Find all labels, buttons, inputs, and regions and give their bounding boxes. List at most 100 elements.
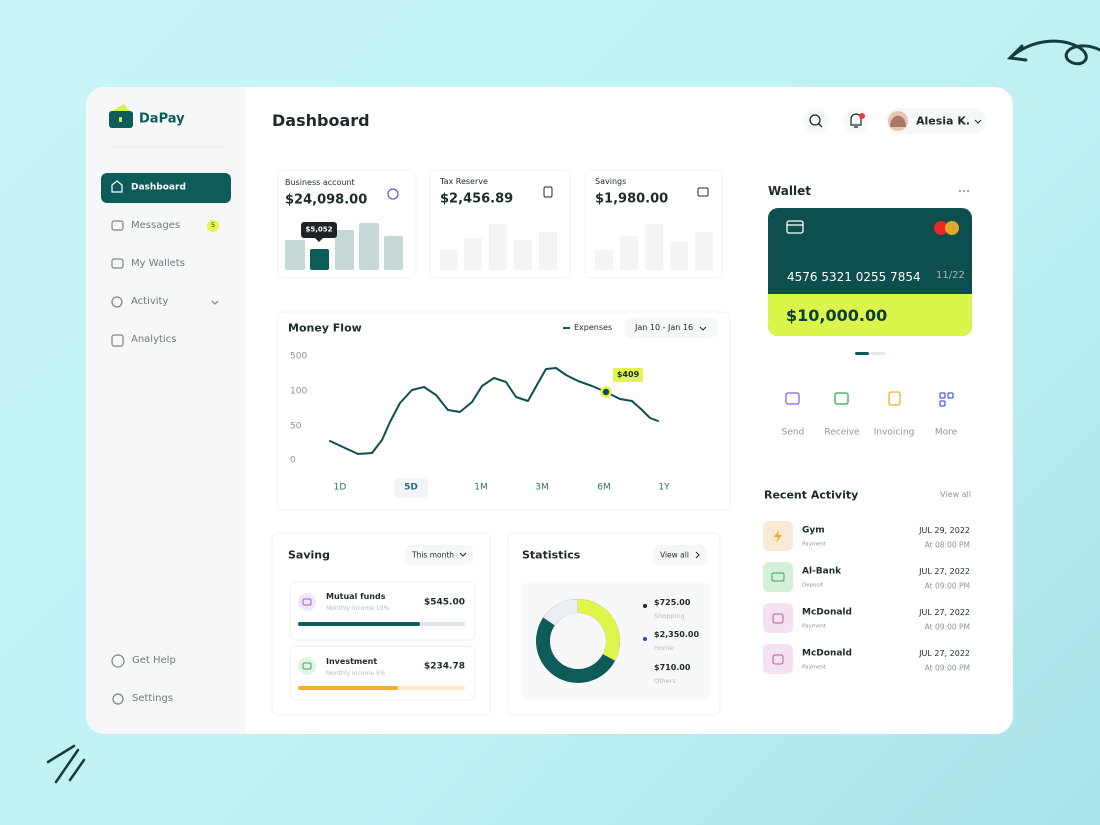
menu-dot [962, 189, 966, 193]
y-tick-label: 0 [290, 455, 296, 466]
icon-more[interactable] [939, 392, 946, 399]
period-button[interactable]: 6M [597, 482, 611, 493]
card-title: Statistics [522, 548, 581, 562]
card-expiry: 11/22 [936, 270, 965, 281]
activity-time: At 08:00 PM [924, 540, 970, 550]
period-button[interactable]: 3M [535, 482, 549, 493]
bar-shape [695, 232, 713, 270]
badge [207, 220, 219, 232]
nav-item[interactable]: My Wallets [131, 258, 185, 269]
saving-amount: $234.78 [424, 661, 465, 672]
view-all-pill[interactable] [653, 545, 707, 565]
saving-sub: Monthly income 5% [326, 670, 386, 677]
activity-type: Payment [802, 664, 827, 671]
icon-invest [302, 662, 312, 670]
period-active-bg[interactable] [394, 478, 428, 498]
progress-fill [298, 686, 398, 690]
user-name[interactable]: Alesia K. [916, 114, 971, 128]
activity-type: Payment [802, 623, 827, 630]
action-label[interactable]: Receive [824, 427, 860, 438]
legend-dot [643, 637, 647, 641]
action-label[interactable]: Send [781, 427, 805, 438]
activity-time: At 09:00 PM [924, 622, 970, 632]
saving-amount: $545.00 [424, 597, 465, 608]
bar-shape [595, 250, 613, 270]
date-range[interactable]: Jan 10 - Jan 16 [635, 323, 694, 332]
icon-bolt [774, 530, 782, 543]
icon-bell [850, 113, 862, 128]
progress-fill [298, 622, 420, 626]
range-pill[interactable] [625, 318, 717, 338]
icon-search-handle [818, 123, 823, 128]
mini-bars [285, 223, 403, 270]
card-balance: $10,000.00 [786, 306, 888, 325]
view-all[interactable]: View all [940, 490, 971, 499]
card-title: Saving [288, 548, 330, 562]
activity-name: Gym [802, 525, 825, 536]
nav-item[interactable]: Activity [131, 296, 169, 307]
action-label[interactable]: More [934, 427, 958, 438]
bar-shape [489, 224, 507, 270]
saving-name: Mutual funds [326, 592, 386, 601]
scribble-lines [46, 744, 86, 784]
nav-item[interactable]: Dashboard [131, 182, 186, 193]
user-menu[interactable] [886, 108, 986, 134]
filter-pill[interactable] [405, 545, 473, 565]
account-amount: $1,980.00 [595, 191, 669, 207]
bar-shape [645, 224, 663, 270]
scribble-arrow [1006, 44, 1028, 62]
search-button[interactable] [803, 108, 829, 134]
y-tick-label: 50 [290, 421, 302, 432]
icon-send[interactable] [785, 392, 800, 405]
scribble [1008, 39, 1100, 66]
icon-receive[interactable] [834, 392, 849, 405]
money-flow-card [276, 311, 731, 511]
card-number: 4576 5321 0255 7854 [787, 270, 921, 284]
icon-food [772, 654, 784, 665]
chevron [695, 551, 700, 559]
bar-tooltip: $5,052 [305, 225, 333, 234]
bar-shape [464, 238, 482, 270]
bar-shape [285, 240, 305, 270]
activity-name: McDonald [802, 607, 852, 618]
period-button[interactable]: 1M [474, 482, 488, 493]
menu-dot [966, 189, 970, 193]
notifications-button[interactable] [843, 108, 869, 134]
nav-item[interactable]: Get Help [132, 655, 176, 666]
mastercard-red [934, 221, 948, 235]
badge-count: 5 [211, 222, 215, 229]
pager-active[interactable] [855, 352, 869, 355]
period-button[interactable]: 1D [333, 482, 347, 493]
saving-name: Investment [326, 657, 378, 666]
pager[interactable] [871, 352, 885, 355]
nav-active-bg[interactable] [101, 173, 231, 203]
y-tick-label: 500 [290, 351, 308, 362]
menu-dot[interactable] [958, 189, 962, 193]
filter[interactable]: This month [412, 550, 455, 560]
chevron [974, 119, 982, 124]
donut-segment [536, 599, 620, 684]
nav-item[interactable]: Settings [132, 693, 174, 704]
line-tooltip: $409 [616, 370, 640, 379]
activity-name: McDonald [802, 648, 852, 659]
icon-invoice[interactable] [888, 391, 901, 406]
icon-more [939, 400, 946, 407]
period-button[interactable]: 1Y [658, 482, 670, 493]
period-button[interactable]: 5D [404, 482, 418, 493]
icon-home [111, 180, 123, 193]
chevron [459, 552, 467, 557]
nav-item[interactable]: Messages [131, 220, 181, 231]
view-all[interactable]: View all [660, 550, 689, 560]
tooltip-bg [613, 368, 643, 382]
activity-time: At 09:00 PM [924, 581, 970, 591]
activity-date: JUL 27, 2022 [919, 567, 970, 576]
action-label[interactable]: Invoicing [873, 427, 915, 438]
activity-type: Deposit [802, 582, 824, 589]
stat-amount: $725.00 [654, 598, 691, 607]
nav-item[interactable]: Analytics [131, 334, 177, 345]
account-amount: $24,098.00 [285, 192, 368, 208]
stat-amount: $710.00 [654, 663, 691, 672]
stat-label: Home [654, 643, 674, 652]
